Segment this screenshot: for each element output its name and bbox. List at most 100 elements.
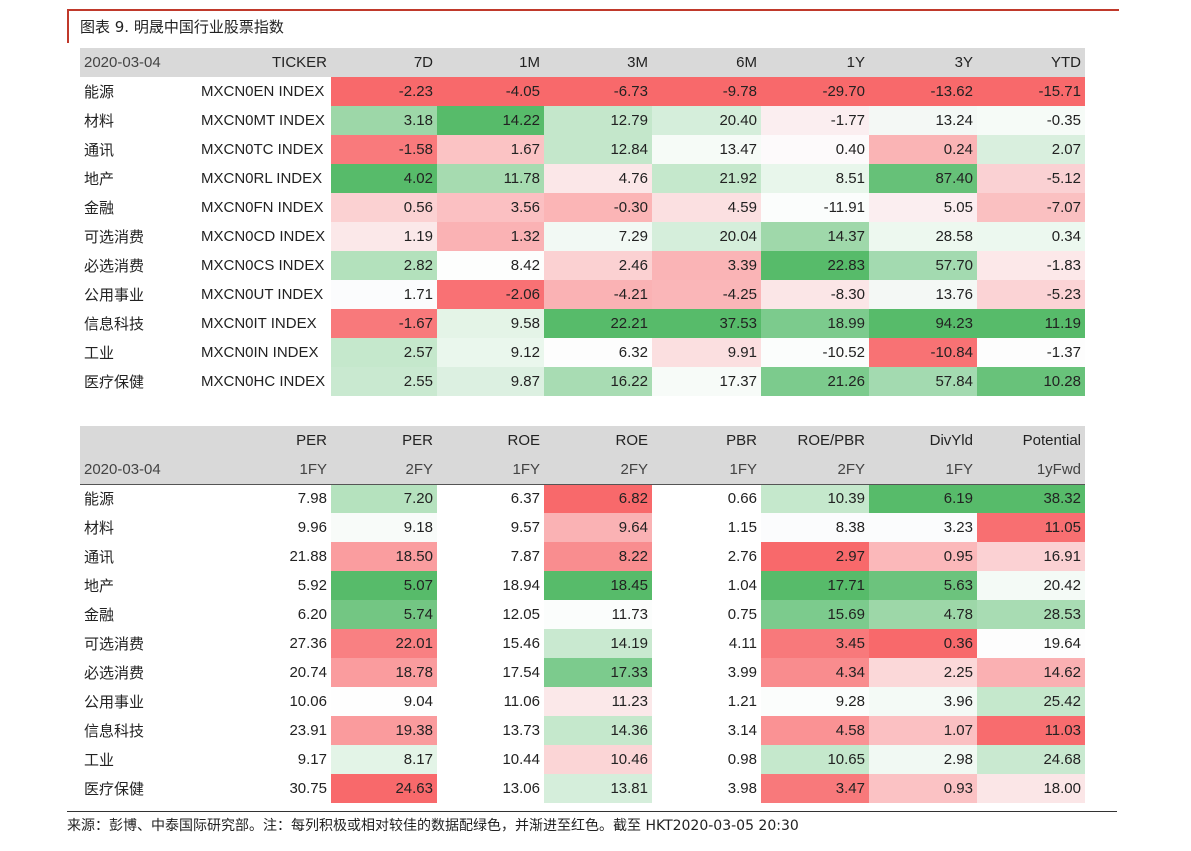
- table-row: 公用事业 10.06 9.04 11.06 11.23 1.21 9.28 3.96 25.42: [80, 687, 1085, 716]
- value-cell: -29.70: [761, 77, 869, 106]
- value-cell: 8.51: [761, 164, 869, 193]
- value-cell: 3.39: [652, 251, 761, 280]
- ticker-cell: MXCN0MT INDEX: [201, 112, 325, 129]
- value-cell: 18.45: [544, 571, 652, 600]
- value-cell: 4.02: [331, 164, 437, 193]
- value-cell: 11.23: [544, 687, 652, 716]
- value-cell: 57.84: [869, 367, 977, 396]
- value-cell: 7.87: [437, 542, 544, 571]
- value-cell: 23.91: [197, 716, 331, 745]
- value-cell: -4.25: [652, 280, 761, 309]
- value-cell: 0.40: [761, 135, 869, 164]
- value-cell: 94.23: [869, 309, 977, 338]
- value-cell: -4.21: [544, 280, 652, 309]
- value-cell: 0.36: [869, 629, 977, 658]
- value-cell: -0.30: [544, 193, 652, 222]
- value-cell: 19.64: [977, 629, 1085, 658]
- value-cell: 57.70: [869, 251, 977, 280]
- metric-header: PER: [197, 426, 331, 455]
- value-cell: 18.99: [761, 309, 869, 338]
- value-cell: 9.96: [197, 513, 331, 542]
- value-cell: 3.14: [652, 716, 761, 745]
- sector-name: 必选消费: [84, 664, 145, 682]
- table-row: 金融 MXCN0FN INDEX 0.56 3.56 -0.30 4.59 -11.91 5.…: [80, 193, 1085, 222]
- value-cell: 1.07: [869, 716, 977, 745]
- value-cell: 8.38: [761, 513, 869, 542]
- value-cell: 18.00: [977, 774, 1085, 803]
- value-cell: 20.74: [197, 658, 331, 687]
- value-cell: -2.23: [331, 77, 437, 106]
- sector-name: 通讯: [84, 141, 115, 159]
- value-cell: 25.42: [977, 687, 1085, 716]
- value-cell: 22.83: [761, 251, 869, 280]
- value-cell: -11.91: [761, 193, 869, 222]
- column-header: 3Y: [869, 48, 977, 77]
- value-cell: 8.22: [544, 542, 652, 571]
- value-cell: 2.07: [977, 135, 1085, 164]
- value-cell: 17.37: [652, 367, 761, 396]
- value-cell: 17.54: [437, 658, 544, 687]
- value-cell: 11.05: [977, 513, 1085, 542]
- column-header: 1M: [437, 48, 544, 77]
- value-cell: 5.63: [869, 571, 977, 600]
- value-cell: 13.47: [652, 135, 761, 164]
- value-cell: 9.57: [437, 513, 544, 542]
- value-cell: 5.74: [331, 600, 437, 629]
- value-cell: 1.32: [437, 222, 544, 251]
- value-cell: 11.73: [544, 600, 652, 629]
- value-cell: 1.67: [437, 135, 544, 164]
- valuation-table: PER PER ROE ROE PBR ROE/PBR DivYld Potential 202…: [80, 426, 1085, 803]
- value-cell: 0.93: [869, 774, 977, 803]
- value-cell: 22.21: [544, 309, 652, 338]
- value-cell: 0.24: [869, 135, 977, 164]
- value-cell: -7.07: [977, 193, 1085, 222]
- value-cell: 6.19: [869, 484, 977, 513]
- value-cell: 10.39: [761, 484, 869, 513]
- value-cell: -1.67: [331, 309, 437, 338]
- value-cell: 1.04: [652, 571, 761, 600]
- value-cell: 12.05: [437, 600, 544, 629]
- value-cell: 9.87: [437, 367, 544, 396]
- header-row-top: PER PER ROE ROE PBR ROE/PBR DivYld Potential: [80, 426, 1085, 455]
- column-header: 3M: [544, 48, 652, 77]
- table-row: 医疗保健 MXCN0HC INDEX 2.55 9.87 16.22 17.37 21.26…: [80, 367, 1085, 396]
- value-cell: 18.78: [331, 658, 437, 687]
- value-cell: 17.71: [761, 571, 869, 600]
- value-cell: -2.06: [437, 280, 544, 309]
- value-cell: 20.42: [977, 571, 1085, 600]
- ticker-cell: MXCN0IT INDEX: [201, 315, 317, 332]
- table-row: 必选消费 MXCN0CS INDEX 2.82 8.42 2.46 3.39 22.83 57…: [80, 251, 1085, 280]
- value-cell: 1.19: [331, 222, 437, 251]
- value-cell: 11.19: [977, 309, 1085, 338]
- value-cell: -13.62: [869, 77, 977, 106]
- value-cell: 6.82: [544, 484, 652, 513]
- value-cell: 3.45: [761, 629, 869, 658]
- table-row: 信息科技 MXCN0IT INDEX -1.67 9.58 22.21 37.53 18.9…: [80, 309, 1085, 338]
- value-cell: 5.92: [197, 571, 331, 600]
- sector-name: 金融: [84, 199, 115, 217]
- metric-header: PER: [331, 426, 437, 455]
- value-cell: 14.22: [437, 106, 544, 135]
- value-cell: 2.55: [331, 367, 437, 396]
- value-cell: 21.88: [197, 542, 331, 571]
- value-cell: 7.98: [197, 484, 331, 513]
- footer-rule: [67, 811, 1117, 812]
- table-row: 材料 9.96 9.18 9.57 9.64 1.15 8.38 3.23 11.05: [80, 513, 1085, 542]
- table-row: 必选消费 20.74 18.78 17.54 17.33 3.99 4.34 2.25 14.6…: [80, 658, 1085, 687]
- period-header: 2FY: [761, 455, 869, 484]
- value-cell: 17.33: [544, 658, 652, 687]
- sector-name: 材料: [84, 112, 115, 130]
- value-cell: 10.44: [437, 745, 544, 774]
- figure-title: 图表 9. 明晟中国行业股票指数: [80, 18, 284, 36]
- returns-table: 2020-03-04 TICKER 7D 1M 3M 6M 1Y 3Y YTD 能源 MXCN0EN…: [80, 48, 1085, 396]
- value-cell: -15.71: [977, 77, 1085, 106]
- value-cell: 14.62: [977, 658, 1085, 687]
- sector-name: 金融: [84, 606, 115, 624]
- table-row: 医疗保健 30.75 24.63 13.06 13.81 3.98 3.47 0.93 18.0…: [80, 774, 1085, 803]
- sector-name: 能源: [84, 490, 115, 509]
- sector-name: 信息科技: [84, 315, 145, 333]
- value-cell: 4.76: [544, 164, 652, 193]
- value-cell: 7.20: [331, 484, 437, 513]
- value-cell: 24.63: [331, 774, 437, 803]
- table-row: 材料 MXCN0MT INDEX 3.18 14.22 12.79 20.40 -1.77 1…: [80, 106, 1085, 135]
